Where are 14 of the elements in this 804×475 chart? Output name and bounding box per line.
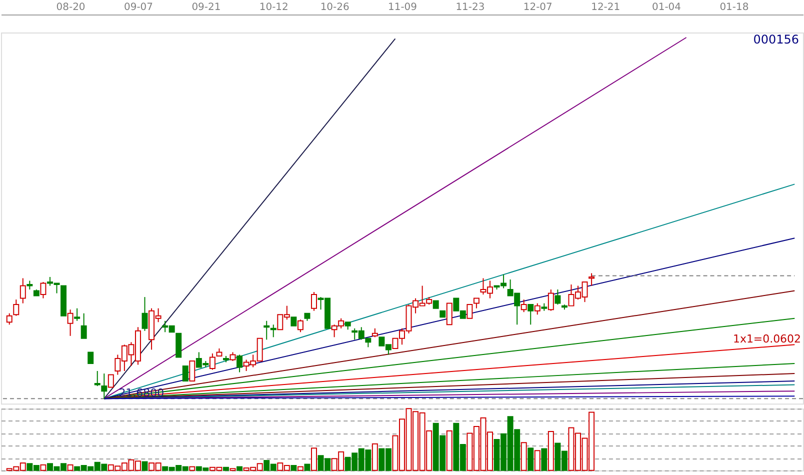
x-tick-label: 10-26 bbox=[320, 2, 350, 14]
text: 000156 bbox=[753, 32, 800, 46]
x-tick-label: 12-07 bbox=[523, 2, 552, 14]
x-tick-label: 09-07 bbox=[124, 2, 153, 14]
annotation: 21.6800 bbox=[118, 386, 164, 400]
x-tick-label: 09-21 bbox=[192, 2, 221, 14]
x-tick-label: 08-20 bbox=[56, 2, 86, 14]
x-tick-label: 12-21 bbox=[591, 2, 620, 14]
x-tick-label: 01-04 bbox=[652, 2, 681, 14]
annotation: 1x1=0.0602 bbox=[732, 332, 802, 346]
x-tick-label: 10-12 bbox=[259, 2, 288, 14]
x-tick-label: 11-23 bbox=[456, 2, 485, 14]
x-tick-label: 11-09 bbox=[388, 2, 417, 14]
x-tick-label: 01-18 bbox=[720, 2, 749, 14]
